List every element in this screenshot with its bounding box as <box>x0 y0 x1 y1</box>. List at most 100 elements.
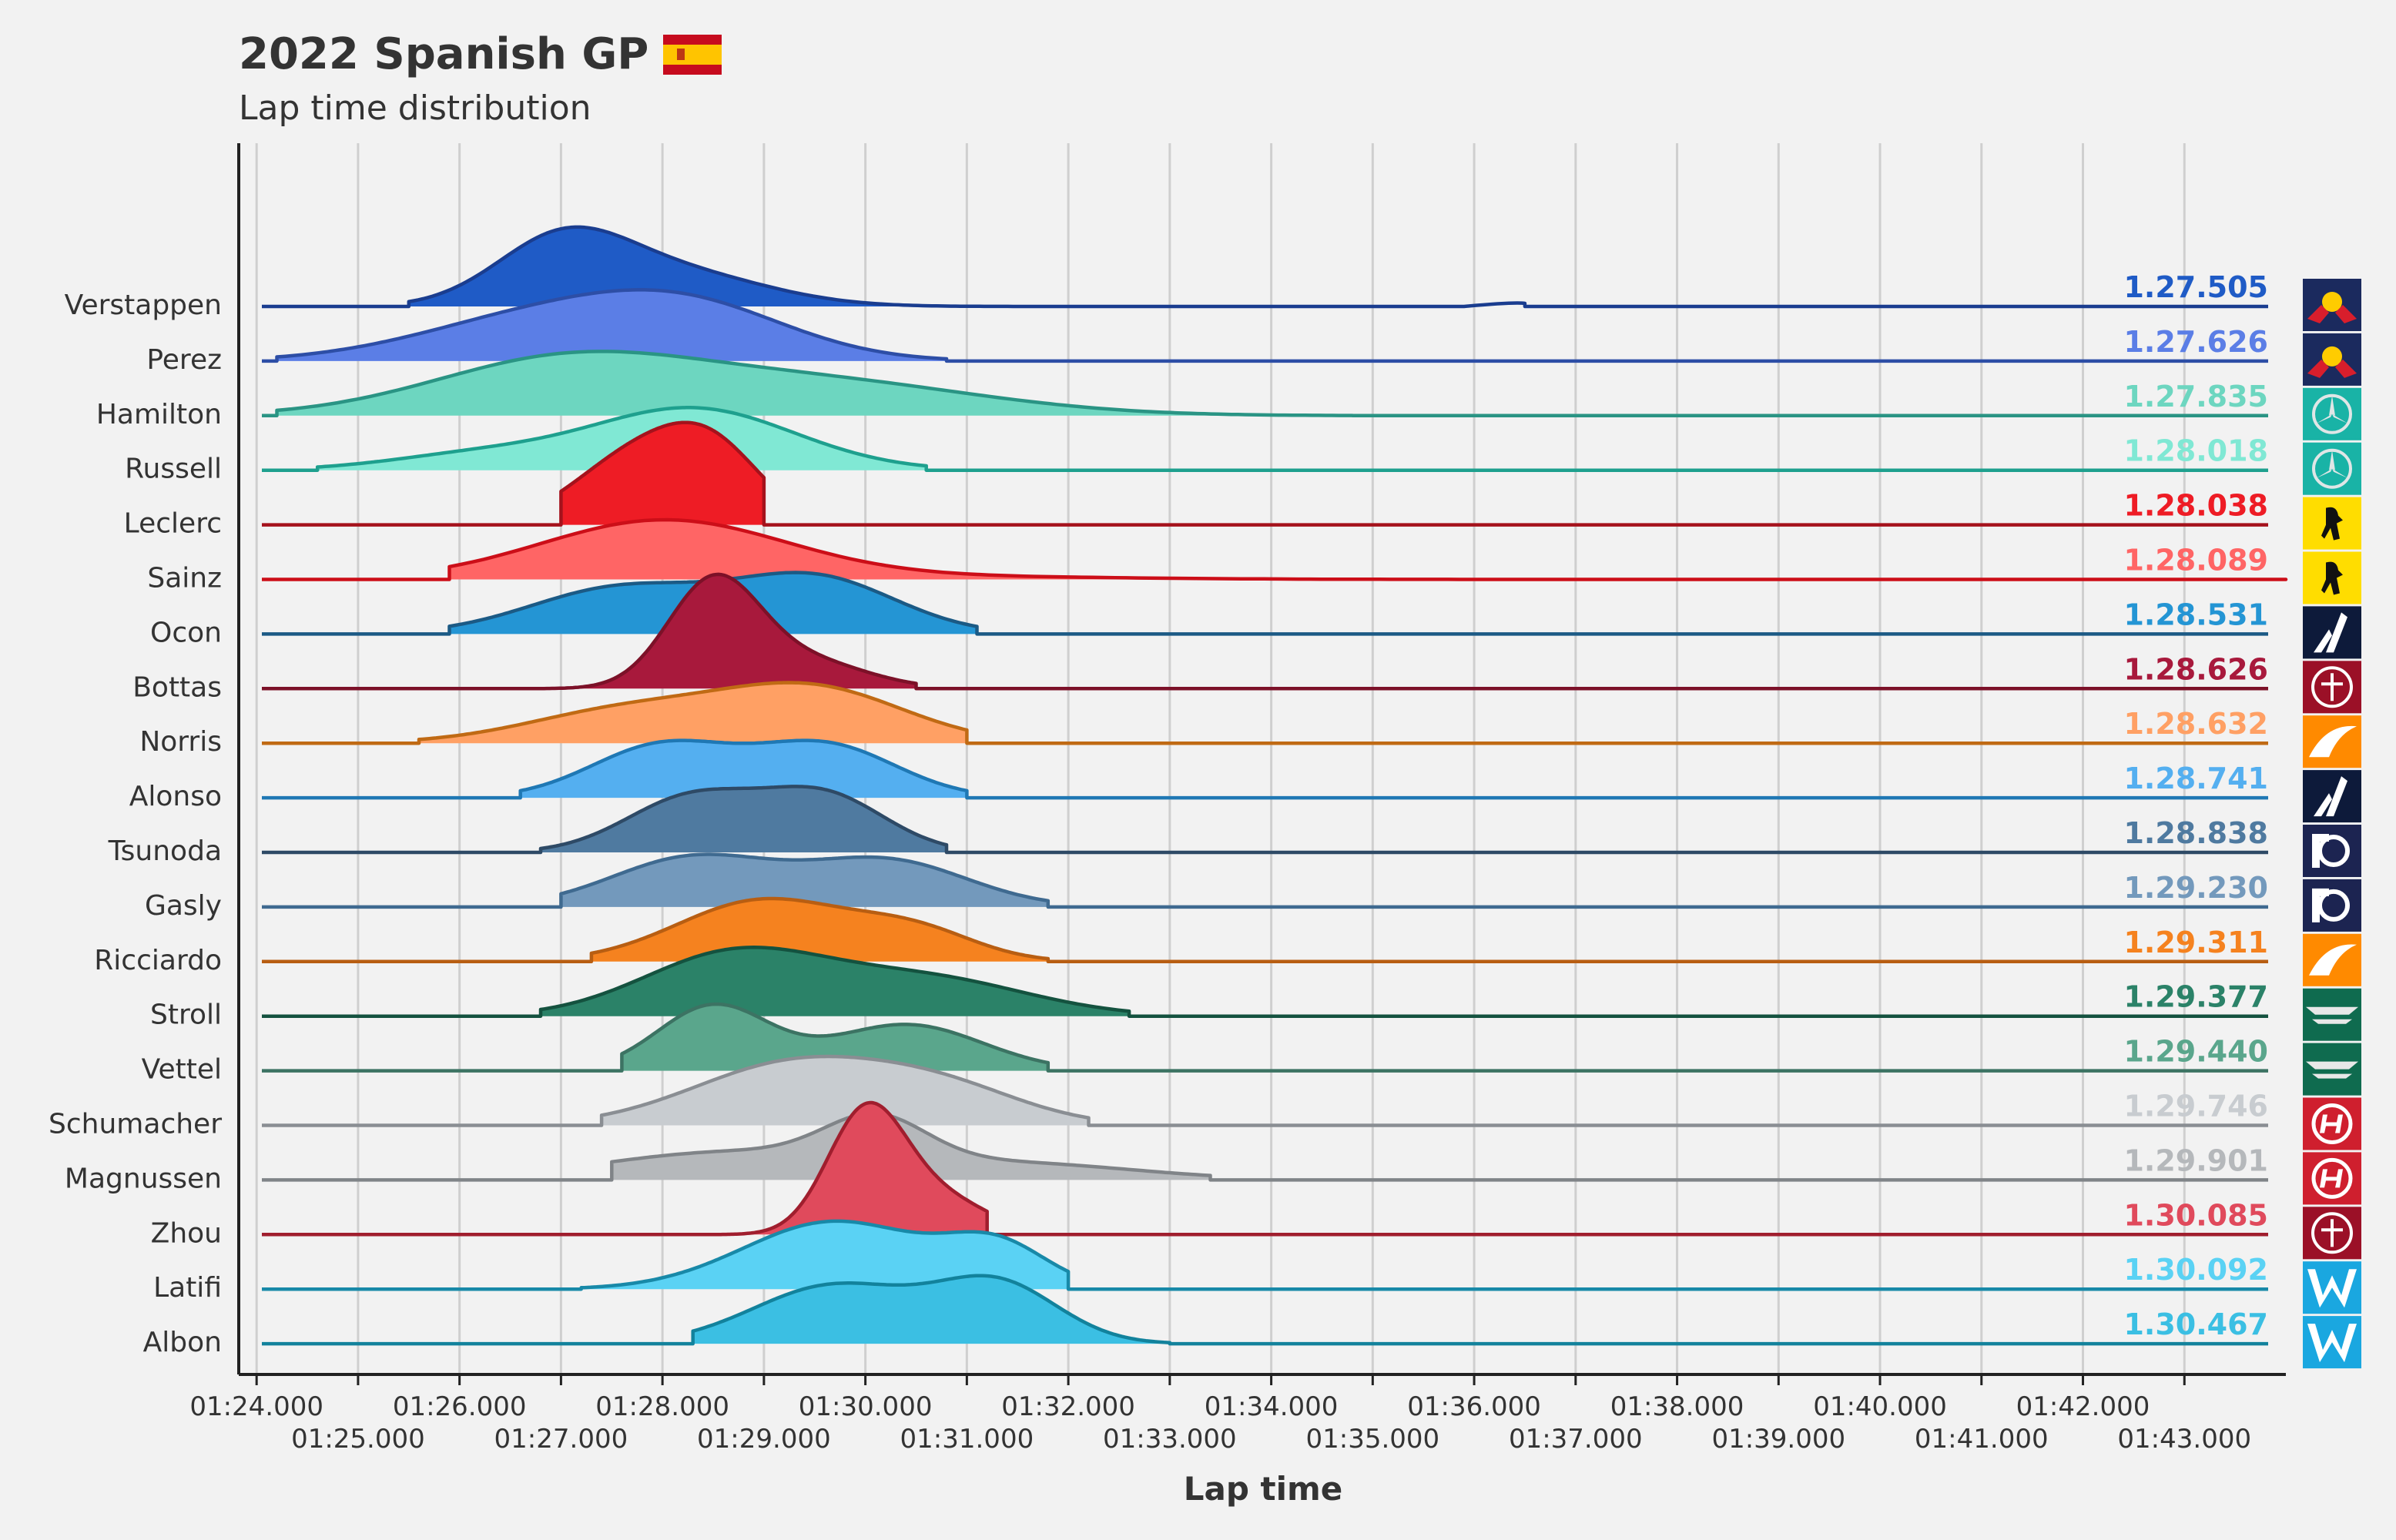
density-fill <box>408 226 1170 306</box>
driver-label: Norris <box>139 726 222 758</box>
x-tick-label: 01:35.000 <box>1305 1424 1439 1455</box>
chart-title: 2022 Spanish GP <box>239 29 649 79</box>
median-time-label: 1.30.085 <box>2123 1198 2268 1232</box>
driver-label: Albon <box>143 1327 222 1358</box>
mercedes-logo-icon <box>2303 442 2361 495</box>
density-outline <box>262 852 2268 909</box>
chart-subtitle: Lap time distribution <box>239 89 591 128</box>
median-time-label: 1.28.626 <box>2123 652 2268 686</box>
x-tick-label: 01:28.000 <box>595 1391 729 1422</box>
driver-label: Sainz <box>147 563 222 594</box>
mclaren-logo-icon <box>2303 715 2361 768</box>
density-outline <box>262 1111 2268 1182</box>
median-time-label: 1.28.838 <box>2123 816 2268 850</box>
median-time-label: 1.27.835 <box>2123 380 2268 413</box>
driver-label: Vettel <box>142 1054 222 1086</box>
x-tick-label: 01:31.000 <box>900 1424 1034 1455</box>
median-time-label: 1.29.311 <box>2123 926 2268 959</box>
aston-martin-logo-icon <box>2303 988 2361 1041</box>
density-fill <box>317 407 927 470</box>
density-outline <box>262 1274 2268 1346</box>
x-tick-label: 01:30.000 <box>799 1391 933 1422</box>
alpine-logo-icon <box>2303 770 2361 823</box>
density-fill <box>500 574 917 689</box>
median-time-label: 1.29.901 <box>2123 1143 2268 1177</box>
density-outline <box>262 1100 2268 1237</box>
median-time-label: 1.29.230 <box>2123 871 2268 905</box>
driver-label: Russell <box>125 454 222 485</box>
mclaren-logo-icon <box>2303 933 2361 986</box>
x-tick-label: 01:25.000 <box>291 1424 425 1455</box>
density-fill <box>418 682 967 744</box>
driver-label: Gasly <box>145 890 222 922</box>
x-tick-label: 01:27.000 <box>494 1424 628 1455</box>
x-tick-label: 01:41.000 <box>1915 1424 2049 1455</box>
density-fill <box>276 351 1352 416</box>
density-outline <box>262 896 2268 964</box>
density-outline <box>262 406 2268 472</box>
median-time-label: 1.28.632 <box>2123 707 2268 741</box>
ferrari-logo-icon <box>2303 551 2361 604</box>
driver-label: Magnussen <box>65 1163 222 1194</box>
density-fill <box>541 947 1130 1016</box>
x-tick-label: 01:43.000 <box>2117 1424 2251 1455</box>
density-fill <box>541 786 947 852</box>
density-fill <box>561 422 764 525</box>
density-outline <box>262 1219 2268 1291</box>
density-outline <box>262 225 2268 309</box>
median-time-label: 1.28.531 <box>2123 598 2268 631</box>
x-tick-label: 01:29.000 <box>697 1424 831 1455</box>
alfa-romeo-logo-icon <box>2303 1207 2361 1260</box>
x-tick-label: 01:32.000 <box>1001 1391 1135 1422</box>
alfa-romeo-logo-icon <box>2303 661 2361 714</box>
median-time-label: 1.29.377 <box>2123 980 2268 1014</box>
density-fill <box>581 1220 1069 1290</box>
aston-martin-logo-icon <box>2303 1043 2361 1096</box>
alphatauri-logo-icon <box>2303 825 2361 877</box>
driver-label: Schumacher <box>49 1109 222 1140</box>
density-fill <box>622 1004 1048 1071</box>
density-outline <box>262 681 2268 745</box>
density-fill <box>276 290 947 361</box>
density-outline <box>262 572 2268 691</box>
density-outline <box>262 420 2268 527</box>
median-time-label: 1.28.741 <box>2123 762 2268 795</box>
chart-title-wrap: 2022 Spanish GP <box>239 29 722 79</box>
median-time-label: 1.29.440 <box>2123 1035 2268 1069</box>
median-time-label: 1.30.092 <box>2123 1253 2268 1287</box>
driver-label: Ocon <box>150 617 222 648</box>
haas-logo-icon <box>2303 1152 2361 1205</box>
median-time-label: 1.27.505 <box>2123 270 2268 304</box>
spain-flag-icon <box>663 34 722 75</box>
density-outline <box>262 288 2268 363</box>
x-tick-label: 01:36.000 <box>1407 1391 1541 1422</box>
driver-label: Verstappen <box>65 290 222 321</box>
driver-label: Latifi <box>153 1272 222 1304</box>
williams-logo-icon <box>2303 1261 2361 1314</box>
density-outline <box>262 350 2268 418</box>
median-time-label: 1.29.746 <box>2123 1090 2268 1123</box>
driver-label: Hamilton <box>96 399 222 430</box>
density-outline <box>262 1054 2268 1127</box>
driver-label: Alonso <box>129 781 222 812</box>
density-fill <box>702 1103 987 1235</box>
driver-label: Bottas <box>132 671 222 703</box>
x-tick-label: 01:40.000 <box>1813 1391 1947 1422</box>
driver-label: Leclerc <box>124 508 222 540</box>
x-axis-title: Lap time <box>1184 1470 1343 1508</box>
driver-label: Stroll <box>150 999 222 1031</box>
x-tick-label: 01:39.000 <box>1711 1424 1845 1455</box>
haas-logo-icon <box>2303 1097 2361 1150</box>
driver-label: Ricciardo <box>94 945 222 976</box>
median-time-label: 1.27.626 <box>2123 325 2268 359</box>
density-fill <box>602 1056 1089 1126</box>
density-fill <box>449 520 2286 580</box>
density-fill <box>561 854 1048 907</box>
density-outline <box>262 517 2288 581</box>
driver-label: Perez <box>146 344 222 376</box>
williams-logo-icon <box>2303 1316 2361 1369</box>
alphatauri-logo-icon <box>2303 879 2361 932</box>
x-tick-label: 01:26.000 <box>393 1391 527 1422</box>
driver-label: Zhou <box>151 1217 222 1249</box>
